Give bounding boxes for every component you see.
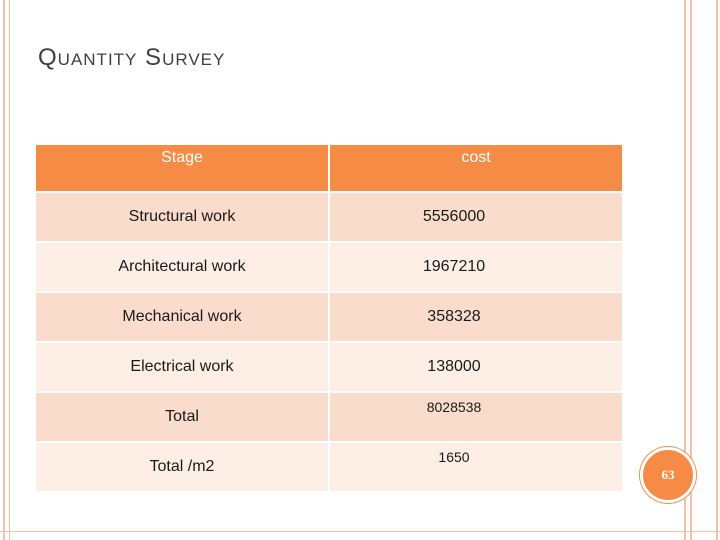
cell-stage: Mechanical work [36,293,330,343]
table-row: Architectural work 1967210 [36,243,622,293]
cell-cost: 5556000 [330,193,622,243]
cell-cost: 1967210 [330,243,622,293]
cell-cost: 358328 [330,293,622,343]
cell-cost: 8028538 [330,393,622,443]
cell-stage: Electrical work [36,343,330,393]
header-stage: Stage [36,145,330,193]
table-row: Structural work 5556000 [36,193,622,243]
slide-frame-left [0,0,10,540]
table-row: Total 8028538 [36,393,622,443]
cell-stage: Total /m2 [36,443,330,493]
header-cost: cost [330,145,622,193]
slide-frame-right [684,0,720,540]
cell-stage: Architectural work [36,243,330,293]
cell-stage: Structural work [36,193,330,243]
cell-stage: Total [36,393,330,443]
cell-cost: 138000 [330,343,622,393]
slide-frame-bottom [0,531,720,532]
table-row: Mechanical work 358328 [36,293,622,343]
slide-title: Quantity Survey [38,44,226,71]
table-row: Total /m2 1650 [36,443,622,493]
page-number-badge: 63 [640,447,696,503]
cell-cost: 1650 [330,443,622,493]
quantity-survey-table: Stage cost Structural work 5556000 Archi… [36,145,622,493]
table-header-row: Stage cost [36,145,622,193]
table-row: Electrical work 138000 [36,343,622,393]
